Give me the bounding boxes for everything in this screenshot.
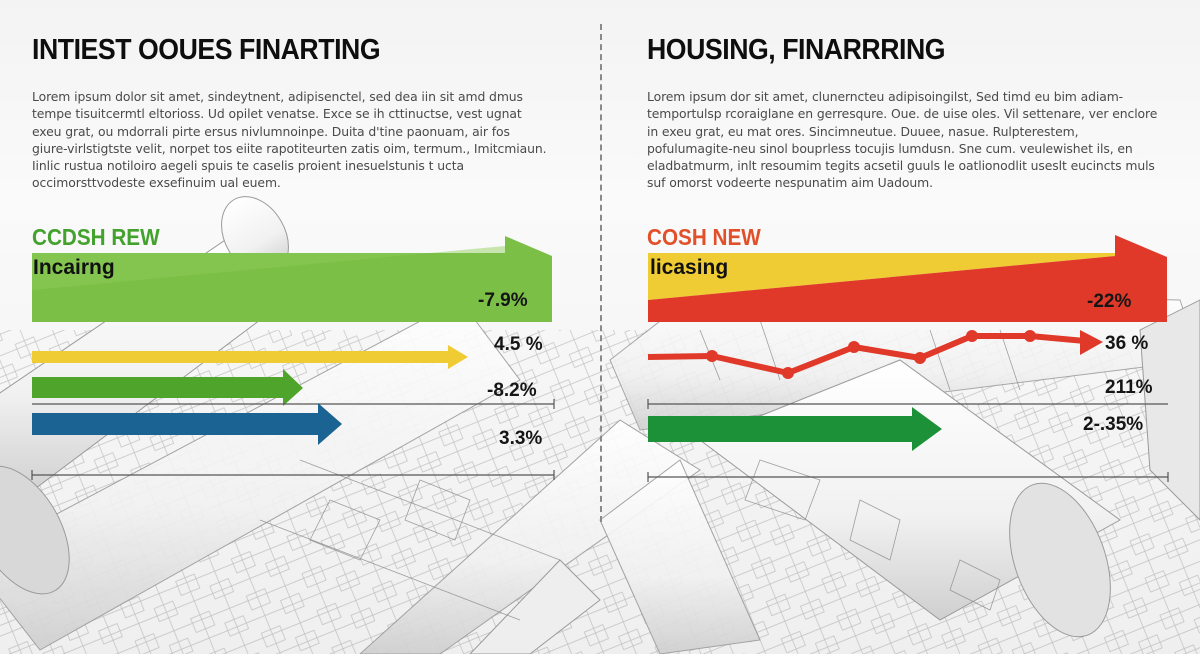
value-label: 36 % [1105,333,1149,354]
yellow-arrow [32,345,468,369]
blue-arrow [32,403,342,445]
left-panel: INTIEST OOUES FINARTING Lorem ipsum dolo… [31,34,555,480]
left-chart-subheading: Incairng [33,256,115,279]
right-chart-subheading: licasing [650,256,729,279]
right-chart [647,235,1169,482]
green-arrow [648,407,942,451]
left-chart-heading: CCDSH REW [32,224,160,250]
value-label: 4.5 % [494,334,543,355]
right-paragraph: Lorem ipsum dor sit amet, clunerncteu ad… [647,89,1158,191]
right-panel: HOUSING, FINARRRING Lorem ipsum dor sit … [600,0,1200,654]
value-label: 2-.35% [1083,414,1144,435]
value-label: 211% [1105,377,1153,398]
left-title: INTIEST OOUES FINARTING [32,34,381,66]
value-label: 3.3% [499,428,543,449]
green-banner-arrow [32,236,552,322]
yellow-banner [648,253,1115,300]
red-banner-arrow [648,235,1167,322]
value-label: -22% [1087,291,1132,312]
panel-divider [600,24,602,522]
green-arrow [32,369,303,406]
trend-markers [706,330,1036,379]
right-title: HOUSING, FINARRRING [647,34,946,66]
value-label: -8.2% [487,380,537,401]
red-trend-line [647,333,1086,376]
value-label: -7.9% [478,290,528,311]
right-chart-heading: COSH NEW [647,224,761,250]
left-chart [31,236,555,480]
left-paragraph: Lorem ipsum dolor sit amet, sindeytnent,… [32,89,547,191]
